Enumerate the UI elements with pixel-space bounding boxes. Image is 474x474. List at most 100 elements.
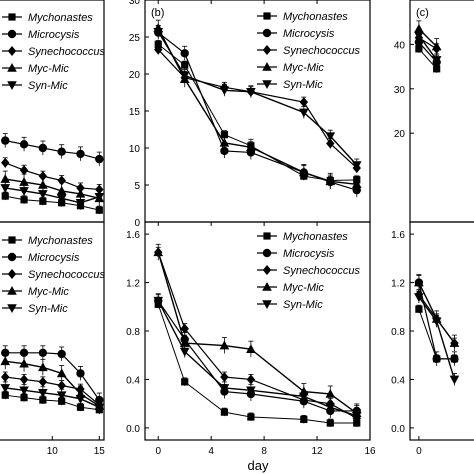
series-layer bbox=[0, 19, 460, 428]
legend-marker bbox=[7, 252, 17, 262]
data-point-mychonastes bbox=[415, 305, 423, 313]
data-point-syn-mic bbox=[299, 108, 309, 118]
legend-label: Syn-Mic bbox=[283, 79, 323, 91]
y-tick-label: 0.8 bbox=[391, 327, 405, 338]
data-point-syn-mic bbox=[351, 411, 362, 421]
data-point-syn-mic bbox=[351, 161, 362, 171]
data-point-myc-mic bbox=[75, 188, 86, 198]
legend-label: Syn-Mic bbox=[28, 303, 68, 315]
data-point-myc-mic bbox=[38, 180, 48, 189]
data-point-myc-mic bbox=[325, 176, 336, 186]
data-point-syn-mic bbox=[153, 296, 164, 306]
y-tick-label: 0.8 bbox=[126, 327, 140, 338]
legend-marker bbox=[7, 63, 17, 72]
panel-frame-left-bottom bbox=[0, 221, 105, 441]
data-point-syn-mic bbox=[0, 184, 11, 193]
data-point-myc-mic bbox=[246, 344, 256, 353]
panel-frame-f bbox=[409, 221, 474, 441]
data-point-microcysis bbox=[38, 143, 48, 153]
x-tick-label: 15 bbox=[94, 446, 106, 457]
legend-marker bbox=[7, 304, 17, 313]
data-point-mychonastes bbox=[220, 408, 229, 416]
x-axis-label: day bbox=[248, 458, 269, 473]
data-point-mychonastes bbox=[20, 394, 28, 402]
data-point-microcysis bbox=[38, 348, 48, 357]
legend-label: Microcysis bbox=[283, 248, 335, 260]
y-tick-label: 20 bbox=[129, 70, 141, 81]
data-point-synechococcus bbox=[57, 380, 66, 391]
y-tick-label: 5 bbox=[134, 181, 140, 192]
series-line-myc-mic bbox=[5, 178, 100, 200]
data-point-synechococcus bbox=[38, 171, 48, 182]
data-point-synechococcus bbox=[299, 97, 309, 108]
data-point-syn-mic bbox=[75, 395, 86, 404]
y-tick-label: 10 bbox=[129, 144, 141, 155]
data-point-synechococcus bbox=[154, 44, 163, 55]
legend-marker bbox=[262, 28, 272, 38]
data-point-microcysis bbox=[76, 369, 85, 378]
legend-label: Mychonastes bbox=[283, 11, 348, 23]
data-point-mychonastes bbox=[181, 378, 189, 386]
legend-marker bbox=[8, 236, 16, 244]
panel-label: (c) bbox=[416, 7, 429, 19]
data-point-mychonastes bbox=[1, 391, 9, 399]
data-point-syn-mic bbox=[431, 317, 442, 327]
legend-layer: Mychonastes Microcysis Synechococcus Myc-Mi… bbox=[2, 11, 361, 315]
data-point-myc-mic bbox=[0, 174, 11, 183]
data-point-syn-mic bbox=[449, 375, 460, 385]
data-point-mychonastes bbox=[326, 419, 334, 427]
data-point-microcysis bbox=[19, 140, 29, 149]
legend-marker bbox=[7, 46, 17, 56]
x-tick-label: 0 bbox=[416, 446, 422, 457]
data-point-myc-mic bbox=[179, 338, 190, 347]
legend-marker bbox=[263, 12, 271, 20]
data-point-synechococcus bbox=[180, 323, 189, 334]
legend-label: Synechococcus bbox=[28, 269, 106, 281]
data-point-mychonastes bbox=[39, 396, 47, 404]
data-point-microcysis bbox=[57, 147, 66, 156]
legend-label: Myc-Mic bbox=[283, 62, 324, 74]
data-point-synechococcus bbox=[1, 157, 10, 168]
x-tick-label: 10 bbox=[47, 446, 59, 457]
data-point-mychonastes bbox=[76, 403, 85, 411]
series-line-syn-mic bbox=[418, 296, 456, 380]
data-point-syn-mic bbox=[246, 87, 256, 97]
y-tick-label: 0.4 bbox=[126, 375, 140, 386]
data-point-syn-mic bbox=[219, 384, 230, 393]
legend-marker bbox=[262, 45, 272, 55]
data-point-myc-mic bbox=[414, 23, 424, 33]
data-point-syn-mic bbox=[299, 392, 309, 402]
legend-marker bbox=[262, 248, 272, 258]
x-tick-label: 4 bbox=[208, 446, 214, 457]
legend-label: Microcysis bbox=[283, 28, 335, 40]
legend-marker bbox=[7, 286, 17, 295]
data-point-syn-mic bbox=[219, 86, 230, 96]
legend-label: Synechococcus bbox=[28, 46, 106, 58]
y-tick-label: 30 bbox=[129, 0, 141, 7]
data-point-mychonastes bbox=[20, 196, 28, 204]
data-point-microcysis bbox=[220, 146, 229, 156]
data-point-myc-mic bbox=[56, 368, 67, 378]
x-tick-label: 16 bbox=[364, 446, 376, 457]
data-point-microcysis bbox=[180, 49, 189, 58]
data-point-myc-mic bbox=[246, 142, 256, 152]
data-point-syn-mic bbox=[153, 28, 164, 37]
data-point-myc-mic bbox=[38, 362, 48, 372]
x-tick-label: 8 bbox=[261, 446, 267, 457]
y-tick-label: 0.0 bbox=[391, 424, 405, 435]
legend-label: Mychonastes bbox=[28, 235, 93, 247]
data-point-syn-mic bbox=[414, 31, 424, 41]
legend-label: Myc-Mic bbox=[28, 63, 69, 75]
data-point-syn-mic bbox=[431, 56, 442, 65]
series-line-synechococcus bbox=[5, 162, 100, 191]
data-point-mychonastes bbox=[95, 206, 103, 214]
data-point-syn-mic bbox=[56, 391, 67, 401]
data-point-myc-mic bbox=[299, 167, 309, 177]
data-point-microcysis bbox=[1, 348, 10, 357]
y-tick-label: 25 bbox=[129, 33, 141, 44]
legend-marker bbox=[262, 62, 272, 71]
data-point-myc-mic bbox=[431, 41, 442, 51]
data-point-synechococcus bbox=[19, 374, 29, 385]
